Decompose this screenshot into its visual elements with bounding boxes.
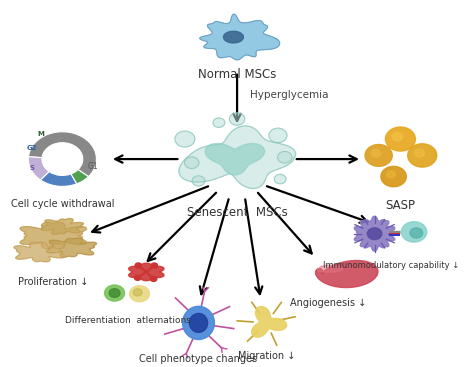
Circle shape: [385, 127, 415, 151]
Polygon shape: [179, 126, 296, 189]
Polygon shape: [20, 222, 87, 249]
Circle shape: [184, 157, 199, 168]
Polygon shape: [200, 14, 280, 60]
Circle shape: [381, 166, 406, 187]
Text: Senescent  MSCs: Senescent MSCs: [187, 206, 287, 219]
Text: Differentiation  atlernations: Differentiation atlernations: [65, 316, 191, 325]
Text: Migration ↓: Migration ↓: [238, 351, 295, 361]
Circle shape: [229, 113, 245, 125]
Text: Normal MSCs: Normal MSCs: [198, 68, 276, 81]
Text: Proliferation ↓: Proliferation ↓: [18, 277, 89, 287]
Circle shape: [277, 152, 292, 163]
Circle shape: [151, 263, 157, 268]
Circle shape: [367, 228, 382, 240]
Text: Immunomodulatory capability ↓: Immunomodulatory capability ↓: [323, 261, 459, 270]
Circle shape: [135, 275, 141, 280]
Polygon shape: [190, 313, 208, 333]
Polygon shape: [14, 242, 65, 262]
Polygon shape: [354, 216, 395, 251]
Circle shape: [392, 132, 403, 141]
Circle shape: [175, 131, 195, 147]
Text: SASP: SASP: [385, 199, 415, 212]
Polygon shape: [252, 306, 287, 337]
Polygon shape: [129, 263, 164, 281]
Circle shape: [365, 145, 392, 166]
Polygon shape: [318, 265, 343, 272]
Circle shape: [129, 286, 149, 302]
Circle shape: [133, 289, 142, 296]
Circle shape: [105, 285, 125, 301]
Text: Angiogenesis ↓: Angiogenesis ↓: [290, 298, 366, 308]
Circle shape: [414, 149, 424, 157]
Circle shape: [150, 276, 157, 281]
Text: G1: G1: [88, 162, 99, 171]
Circle shape: [274, 174, 286, 184]
Circle shape: [135, 263, 141, 268]
Wedge shape: [28, 132, 96, 177]
Circle shape: [109, 289, 120, 297]
Text: Hyperglycemia: Hyperglycemia: [250, 90, 328, 99]
Circle shape: [408, 144, 437, 167]
Wedge shape: [40, 172, 77, 186]
Polygon shape: [182, 306, 214, 339]
Polygon shape: [205, 143, 264, 175]
Circle shape: [371, 149, 381, 157]
Text: Cell cycle withdrawal: Cell cycle withdrawal: [10, 199, 114, 209]
Circle shape: [387, 171, 395, 178]
Text: S: S: [29, 165, 34, 171]
Circle shape: [213, 118, 225, 127]
Text: Cell phenotype changes: Cell phenotype changes: [139, 354, 257, 364]
Circle shape: [269, 128, 287, 143]
Circle shape: [410, 228, 423, 238]
Wedge shape: [28, 157, 49, 180]
Wedge shape: [71, 170, 89, 184]
Polygon shape: [46, 238, 97, 257]
Polygon shape: [316, 261, 378, 287]
Circle shape: [192, 176, 205, 186]
Polygon shape: [223, 31, 244, 43]
Polygon shape: [41, 219, 83, 234]
Text: M: M: [37, 131, 44, 137]
Text: G2: G2: [26, 145, 37, 151]
Circle shape: [401, 222, 427, 242]
